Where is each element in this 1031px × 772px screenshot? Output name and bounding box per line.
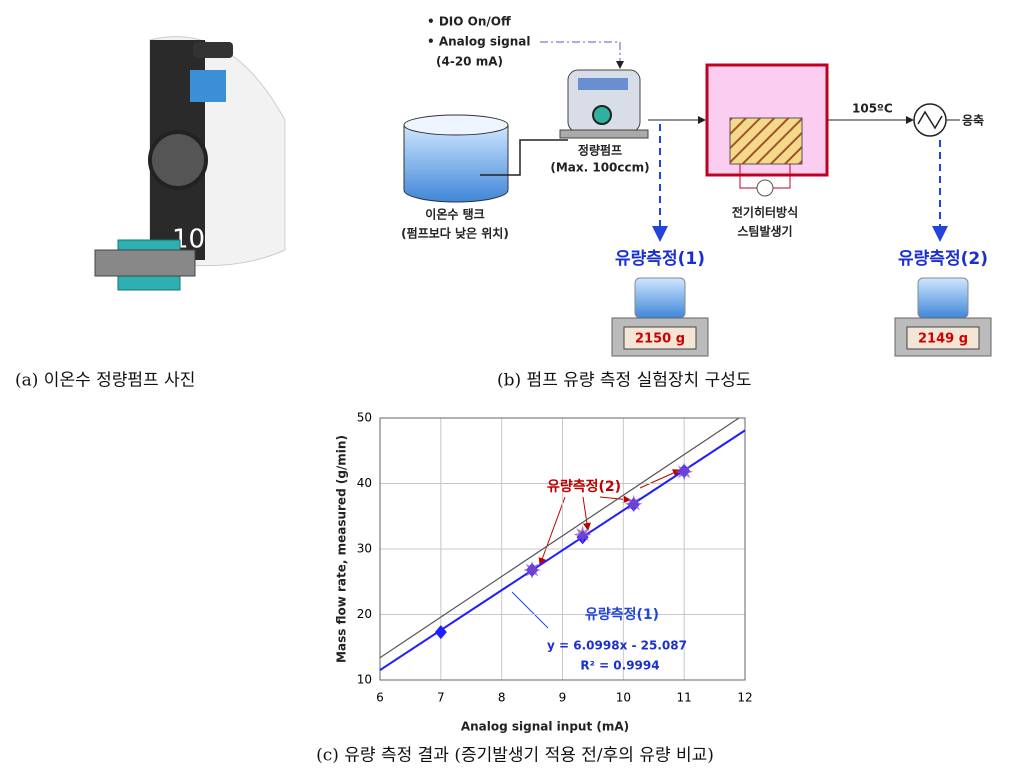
heater-label: 전기히터방식 [732, 205, 798, 220]
scale2-reading: 2149 g [918, 332, 968, 347]
point [624, 494, 643, 513]
caption-b: (b) 펌프 유량 측정 실험장치 구성도 [497, 371, 752, 391]
x-tick-label: 12 [737, 691, 752, 705]
x-tick-label: 10 [616, 691, 631, 705]
equation: y = 6.0998x - 25.087 [547, 639, 687, 653]
plot-frame [379, 417, 746, 681]
pump-photo: 10 [94, 36, 286, 291]
x-tick-label: 11 [677, 691, 692, 705]
temperature: 105ºC [852, 102, 893, 116]
point [523, 560, 542, 579]
point [675, 462, 694, 481]
r-squared: R² = 0.9994 [580, 659, 659, 673]
measure2-label: 유량측정(2) [898, 249, 988, 269]
series-label: 유량측정(2) [547, 478, 621, 495]
pump-label: 정량펌프 [578, 143, 622, 158]
point [434, 625, 447, 640]
x-tick-label: 8 [498, 691, 506, 705]
analog-range: (4-20 mA) [436, 55, 503, 69]
condense-label: 응축 [962, 113, 984, 128]
y-tick-label: 30 [357, 542, 372, 556]
y-axis-label: Mass flow rate, measured (g/min) [335, 435, 349, 663]
dio-label: • DIO On/Off [427, 15, 511, 29]
scale1-reading: 2150 g [635, 332, 685, 347]
x-axis-label: Analog signal input (mA) [461, 720, 629, 734]
measure1-label: 유량측정(1) [615, 249, 705, 269]
analog-label: • Analog signal [427, 35, 531, 49]
x-tick-label: 6 [376, 691, 384, 705]
trend-line [379, 417, 740, 659]
y-tick-label: 10 [357, 673, 372, 687]
pump-max: (Max. 100ccm) [550, 161, 649, 175]
annotation-arrows [511, 469, 681, 629]
y-tick-label: 50 [357, 411, 372, 425]
caption-c: (c) 유량 측정 결과 (증기발생기 적용 전/후의 유량 비교) [316, 746, 714, 766]
series-label: 유량측정(1) [585, 606, 659, 623]
y-tick-label: 40 [357, 476, 372, 490]
x-tick-label: 9 [559, 691, 567, 705]
y-tick-label: 20 [357, 607, 372, 621]
diagram: • DIO On/Off • Analog signal (4-20 mA) 정… [401, 15, 992, 357]
x-tick-label: 7 [437, 691, 445, 705]
caption-a: (a) 이온수 정량펌프 사진 [15, 371, 195, 391]
steam-label: 스팀발생기 [737, 224, 792, 239]
point [573, 525, 592, 544]
tank-note: (펌프보다 낮은 위치) [401, 226, 509, 241]
tank-label: 이온수 탱크 [425, 207, 484, 222]
